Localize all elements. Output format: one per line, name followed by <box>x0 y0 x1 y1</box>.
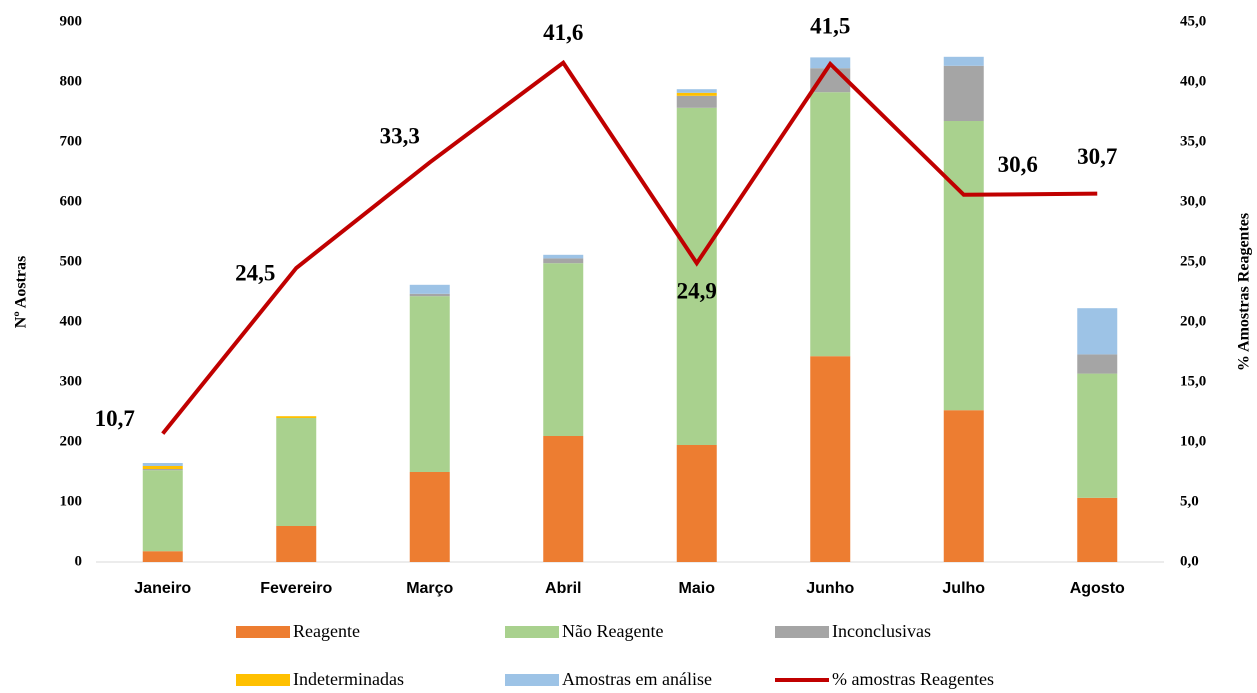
x-tick-label: Junho <box>806 580 854 597</box>
bar-segment <box>276 418 317 526</box>
data-label: 30,7 <box>1077 144 1117 169</box>
bar-segment <box>142 466 183 469</box>
legend-swatch <box>236 626 290 638</box>
bar-segment <box>543 254 584 259</box>
bar-segment <box>543 436 584 562</box>
y-tick-label: 700 <box>60 133 83 149</box>
bar-segment <box>276 526 317 562</box>
x-tick-label: Agosto <box>1070 580 1125 597</box>
y2-tick-label: 45,0 <box>1180 13 1206 29</box>
legend-label: Indeterminadas <box>293 669 404 689</box>
data-label: 30,6 <box>998 152 1038 177</box>
legend-label: Inconclusivas <box>832 621 931 641</box>
data-label: 24,5 <box>235 260 275 285</box>
legend-swatch <box>236 674 290 686</box>
legend-label: Reagente <box>293 621 360 641</box>
line <box>161 59 1098 435</box>
bar-segment <box>409 472 450 562</box>
bar-segment <box>142 470 183 552</box>
bar-segment <box>543 258 584 264</box>
bar-segment <box>1077 308 1118 355</box>
y2-axis-label: % Amostras Reagentes <box>1236 213 1253 371</box>
bar-segment <box>676 92 717 96</box>
data-label: 41,6 <box>543 20 583 45</box>
bar-segment <box>142 469 183 471</box>
y-tick-label: 800 <box>60 73 83 89</box>
y2-tick-label: 0,0 <box>1180 553 1199 569</box>
bar-segment <box>943 56 984 66</box>
x-tick-label: Janeiro <box>134 580 191 597</box>
y-tick-label: 0 <box>75 553 83 569</box>
data-label: 41,5 <box>810 13 850 38</box>
bar-segment <box>276 416 317 418</box>
y2-tick-label: 40,0 <box>1180 73 1206 89</box>
x-tick-label: Maio <box>679 580 716 597</box>
y2-tick-label: 15,0 <box>1180 373 1206 389</box>
bar-segment <box>676 107 717 446</box>
legend-label: % amostras Reagentes <box>832 669 994 689</box>
y2-tick-label: 5,0 <box>1180 493 1199 509</box>
bar-segment <box>142 551 183 562</box>
bar-segment <box>1077 354 1118 374</box>
bar-segment <box>409 296 450 472</box>
bar-segment <box>1077 373 1118 498</box>
bar-segment <box>943 410 984 562</box>
bar-segment <box>676 89 717 93</box>
data-label: 33,3 <box>380 124 420 149</box>
y2-tick-label: 35,0 <box>1180 133 1206 149</box>
bar-segment <box>676 95 717 108</box>
legend-label: Não Reagente <box>562 621 663 641</box>
y-tick-label: 200 <box>60 433 83 449</box>
y2-tick-label: 10,0 <box>1180 433 1206 449</box>
x-tick-label: Abril <box>545 580 581 597</box>
legend-swatch <box>505 626 559 638</box>
y-tick-label: 100 <box>60 493 83 509</box>
legend-swatch <box>775 626 829 638</box>
y-tick-label: 300 <box>60 373 83 389</box>
bar-segment <box>543 263 584 436</box>
bar-segment <box>810 68 851 93</box>
bar-segment <box>943 121 984 411</box>
y2-tick-label: 30,0 <box>1180 193 1206 209</box>
y-tick-label: 600 <box>60 193 83 209</box>
bar-segment <box>810 92 851 357</box>
bar-segment <box>142 463 183 466</box>
y2-tick-label: 20,0 <box>1180 313 1206 329</box>
bar-segment <box>1077 497 1118 562</box>
legend-swatch <box>505 674 559 686</box>
x-tick-label: Julho <box>942 580 985 597</box>
bar-segment <box>676 445 717 562</box>
data-label: 24,9 <box>677 278 717 303</box>
bar-segment <box>409 284 450 294</box>
y-tick-label: 400 <box>60 313 83 329</box>
x-tick-label: Março <box>406 580 453 597</box>
y-axis-label: Nº Aostras <box>13 256 30 328</box>
y-tick-label: 900 <box>60 13 83 29</box>
x-tick-label: Fevereiro <box>260 580 332 597</box>
legend-label: Amostras em análise <box>562 669 712 689</box>
y-tick-label: 500 <box>60 253 83 269</box>
data-label: 10,7 <box>95 406 135 431</box>
y2-tick-label: 25,0 <box>1180 253 1206 269</box>
bar-segment <box>810 356 851 562</box>
bar-segment <box>409 293 450 297</box>
bar-segment <box>943 65 984 121</box>
